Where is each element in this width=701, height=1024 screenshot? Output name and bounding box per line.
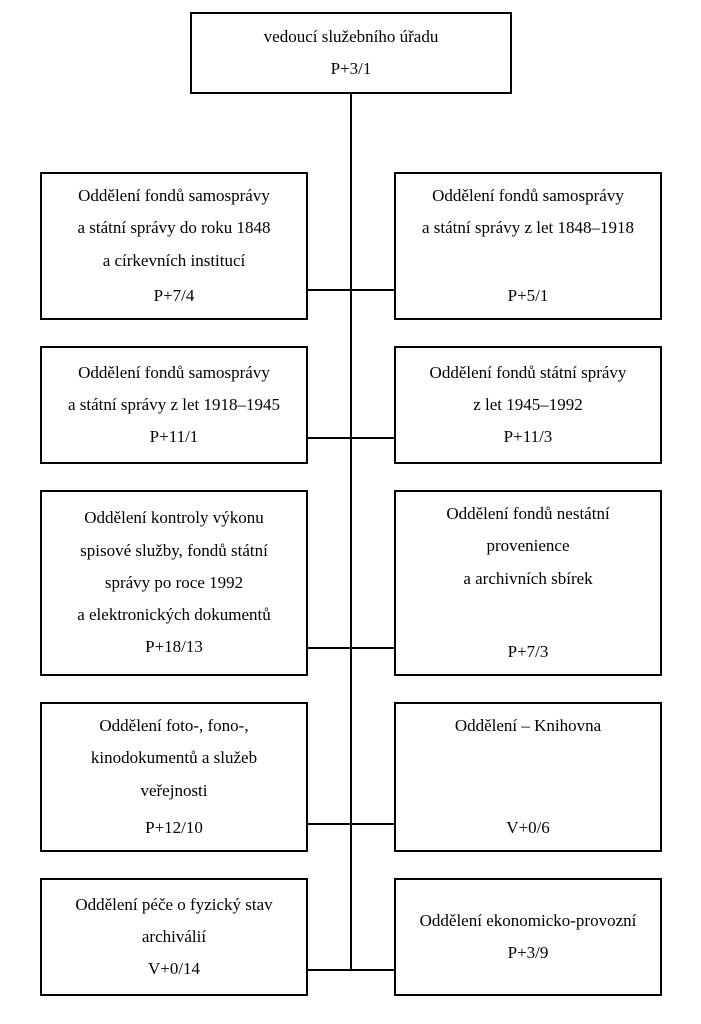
node-text-line: Oddělení kontroly výkonu bbox=[77, 502, 271, 534]
node-text-line: Oddělení fondů státní správy bbox=[430, 357, 627, 389]
node-text: Oddělení fondů samosprávya státní správy… bbox=[422, 180, 634, 245]
node-code: P+7/3 bbox=[508, 636, 549, 668]
node-text-line: a státní správy z let 1918–1945 bbox=[68, 389, 280, 421]
node-text: Oddělení péče o fyzický stavarchiválií bbox=[75, 889, 272, 954]
node-code: P+12/10 bbox=[145, 812, 203, 844]
node-text-line: z let 1945–1992 bbox=[430, 389, 627, 421]
node-text: Oddělení fondů státní správyz let 1945–1… bbox=[430, 357, 627, 422]
node-3-right: Oddělení fondů nestátníproveniencea arch… bbox=[394, 490, 662, 676]
node-4-left: Oddělení foto-, fono-,kinodokumentů a sl… bbox=[40, 702, 308, 852]
node-text-line: Oddělení fondů samosprávy bbox=[422, 180, 634, 212]
node-code: P+11/1 bbox=[150, 421, 199, 453]
node-1-left: Oddělení fondů samosprávya státní správy… bbox=[40, 172, 308, 320]
node-text-line: Oddělení fondů samosprávy bbox=[77, 180, 270, 212]
node-text-line: veřejnosti bbox=[91, 775, 257, 807]
node-text: Oddělení ekonomicko-provozní bbox=[420, 905, 637, 937]
node-code: P+18/13 bbox=[145, 631, 203, 663]
node-text-line: Oddělení ekonomicko-provozní bbox=[420, 905, 637, 937]
node-4-right: Oddělení – Knihovna V+0/6 bbox=[394, 702, 662, 852]
node-2-left: Oddělení fondů samosprávya státní správy… bbox=[40, 346, 308, 464]
org-chart-canvas: vedoucí služebního úřadu P+3/1 Oddělení … bbox=[0, 0, 701, 1024]
node-code: P+5/1 bbox=[508, 280, 549, 312]
node-code: P+11/3 bbox=[504, 421, 553, 453]
node-text-line: správy po roce 1992 bbox=[77, 567, 271, 599]
node-2-right: Oddělení fondů státní správyz let 1945–1… bbox=[394, 346, 662, 464]
node-text: Oddělení fondů samosprávya státní správy… bbox=[68, 357, 280, 422]
node-1-right: Oddělení fondů samosprávya státní správy… bbox=[394, 172, 662, 320]
node-root: vedoucí služebního úřadu P+3/1 bbox=[190, 12, 512, 94]
node-text: Oddělení – Knihovna bbox=[455, 710, 601, 742]
node-text-line: a církevních institucí bbox=[77, 245, 270, 277]
node-3-left: Oddělení kontroly výkonuspisové služby, … bbox=[40, 490, 308, 676]
node-root-text: vedoucí služebního úřadu bbox=[264, 21, 439, 53]
node-text-line: a státní správy do roku 1848 bbox=[77, 212, 270, 244]
node-code: P+3/9 bbox=[508, 937, 549, 969]
node-text-line: Oddělení – Knihovna bbox=[455, 710, 601, 742]
node-5-left: Oddělení péče o fyzický stavarchiváliíV+… bbox=[40, 878, 308, 996]
node-root-code: P+3/1 bbox=[331, 53, 372, 85]
node-text-line: a elektronických dokumentů bbox=[77, 599, 271, 631]
node-text: Oddělení fondů nestátníproveniencea arch… bbox=[446, 498, 609, 595]
node-text-line: a archivních sbírek bbox=[446, 563, 609, 595]
node-text: Oddělení fondů samosprávya státní správy… bbox=[77, 180, 270, 277]
node-text-line: a státní správy z let 1848–1918 bbox=[422, 212, 634, 244]
node-text-line: kinodokumentů a služeb bbox=[91, 742, 257, 774]
node-text-line: spisové služby, fondů státní bbox=[77, 535, 271, 567]
node-text: Oddělení kontroly výkonuspisové služby, … bbox=[77, 502, 271, 631]
node-text-line: Oddělení fondů nestátní bbox=[446, 498, 609, 530]
node-text-line: provenience bbox=[446, 530, 609, 562]
node-code: V+0/6 bbox=[506, 812, 550, 844]
node-code: V+0/14 bbox=[148, 953, 200, 985]
node-text-line: Oddělení péče o fyzický stav bbox=[75, 889, 272, 921]
node-text-line: Oddělení fondů samosprávy bbox=[68, 357, 280, 389]
node-text: Oddělení foto-, fono-,kinodokumentů a sl… bbox=[91, 710, 257, 807]
node-text-line: archiválií bbox=[75, 921, 272, 953]
node-code: P+7/4 bbox=[154, 280, 195, 312]
node-text-line: Oddělení foto-, fono-, bbox=[91, 710, 257, 742]
node-5-right: Oddělení ekonomicko-provozníP+3/9 bbox=[394, 878, 662, 996]
